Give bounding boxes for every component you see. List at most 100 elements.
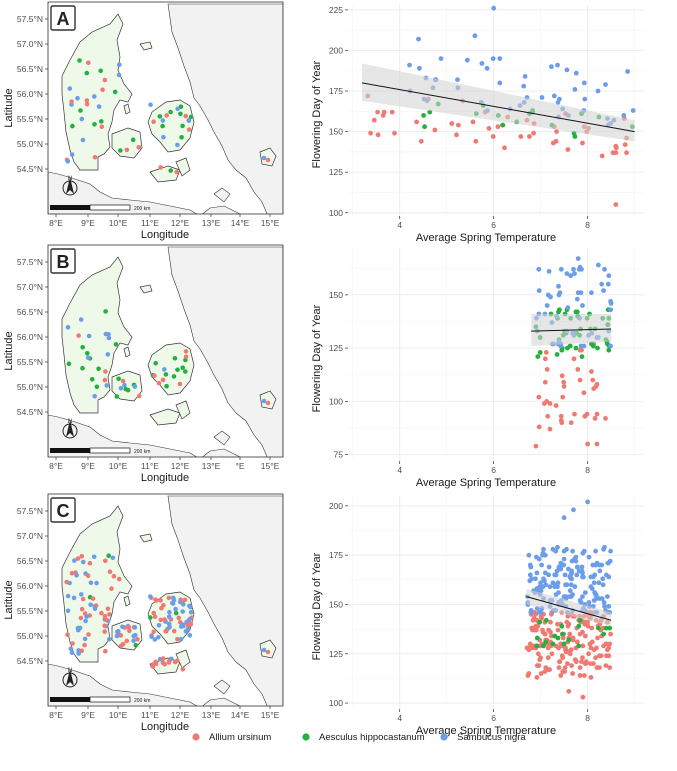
data-point-allium	[607, 665, 613, 670]
map-point	[84, 614, 89, 619]
data-point-sambucus	[534, 554, 539, 560]
map-x-tick-label: °E	[235, 461, 244, 471]
data-point-allium	[418, 138, 424, 144]
data-point-sambucus	[564, 67, 570, 73]
data-point-sambucus	[571, 507, 576, 513]
data-point-aesculus	[560, 631, 566, 637]
data-point-allium	[558, 673, 564, 678]
map-frame	[47, 1, 284, 215]
map-point	[148, 102, 153, 107]
data-point-allium	[600, 625, 606, 631]
map-point	[137, 393, 142, 399]
map-point	[180, 609, 185, 614]
data-point-allium	[580, 655, 585, 661]
data-point-sambucus	[574, 572, 580, 578]
north-arrow-icon: N	[62, 176, 78, 196]
map-point	[102, 623, 107, 628]
data-point-sambucus	[546, 564, 552, 570]
data-point-aesculus	[557, 307, 562, 313]
data-point-allium	[543, 665, 549, 670]
y-tick-label: 150	[329, 290, 343, 300]
data-point-allium	[593, 655, 598, 661]
map-point	[171, 595, 176, 601]
data-point-allium	[607, 641, 613, 647]
data-point-sambucus	[582, 590, 588, 595]
map-point	[80, 365, 85, 371]
map-x-tick-label: 8°E	[49, 461, 63, 471]
map-point	[86, 632, 91, 637]
data-point-allium	[570, 671, 575, 676]
data-point-sambucus	[572, 87, 578, 92]
map-x-tick-label: 14°E	[231, 710, 250, 720]
data-point-allium	[577, 673, 583, 678]
data-point-sambucus	[554, 568, 560, 574]
map-point	[160, 118, 166, 123]
data-point-allium	[564, 619, 570, 625]
map-point	[87, 560, 93, 566]
land-falster	[175, 157, 191, 177]
data-point-sambucus	[570, 548, 575, 554]
map-point	[103, 369, 108, 374]
data-point-allium	[560, 655, 566, 661]
map-y-tick-label: 57.0°N	[17, 39, 43, 49]
data-point-allium	[581, 390, 587, 396]
data-point-allium	[525, 673, 531, 678]
data-point-sambucus	[569, 568, 574, 574]
data-point-allium	[583, 659, 589, 665]
data-point-allium	[538, 655, 543, 661]
map-point	[82, 642, 87, 648]
map-point	[79, 553, 85, 559]
data-point-sambucus	[568, 582, 574, 588]
map-point	[182, 597, 188, 603]
x-axis-label: Average Spring Temperature	[416, 477, 556, 489]
data-point-sambucus	[602, 544, 607, 550]
data-point-sambucus	[588, 574, 594, 580]
map-point	[92, 155, 98, 160]
map-point	[111, 573, 117, 579]
data-point-allium	[558, 413, 564, 419]
data-point-aesculus	[601, 631, 606, 637]
data-point-sambucus	[538, 588, 544, 594]
map-point	[133, 632, 138, 638]
map-y-tick-label: 57.5°N	[17, 257, 43, 267]
data-point-aesculus	[422, 124, 427, 130]
data-point-sambucus	[625, 69, 630, 74]
data-point-aesculus	[606, 347, 612, 353]
data-point-allium	[622, 142, 628, 148]
data-point-sambucus	[574, 564, 580, 570]
panel-label-box	[50, 248, 76, 274]
data-point-sambucus	[540, 584, 546, 590]
data-point-allium	[536, 394, 542, 400]
data-point-sambucus	[563, 582, 568, 588]
data-point-aesculus	[552, 633, 558, 639]
map-point	[84, 101, 90, 107]
map-point	[177, 381, 183, 387]
map-point	[173, 610, 179, 616]
land-germany-east	[202, 448, 241, 457]
map-y-tick-label: 56.0°N	[17, 89, 43, 99]
data-point-allium	[380, 113, 386, 118]
map-point	[116, 376, 121, 382]
data-point-sambucus	[577, 264, 583, 270]
map-y-tick-label: 56.5°N	[17, 307, 43, 317]
map-point	[79, 648, 84, 654]
data-point-sambucus	[606, 273, 612, 279]
data-point-sambucus	[580, 550, 586, 556]
land-germany-east	[202, 697, 241, 706]
land-samso	[123, 103, 131, 115]
map-point	[78, 108, 83, 113]
map-point	[75, 625, 81, 631]
map-point	[81, 559, 86, 565]
map-x-axis-label: Longitude	[141, 229, 189, 241]
data-point-sambucus	[417, 65, 422, 71]
panel-label-box	[50, 497, 76, 523]
map-point	[120, 378, 126, 384]
map-point	[171, 374, 177, 379]
data-point-sambucus	[571, 266, 576, 272]
data-point-sambucus	[605, 594, 610, 599]
data-point-allium	[371, 117, 377, 123]
map-point	[80, 137, 86, 143]
scale-bar-label: 200 km	[134, 206, 150, 212]
map-point	[65, 632, 70, 638]
